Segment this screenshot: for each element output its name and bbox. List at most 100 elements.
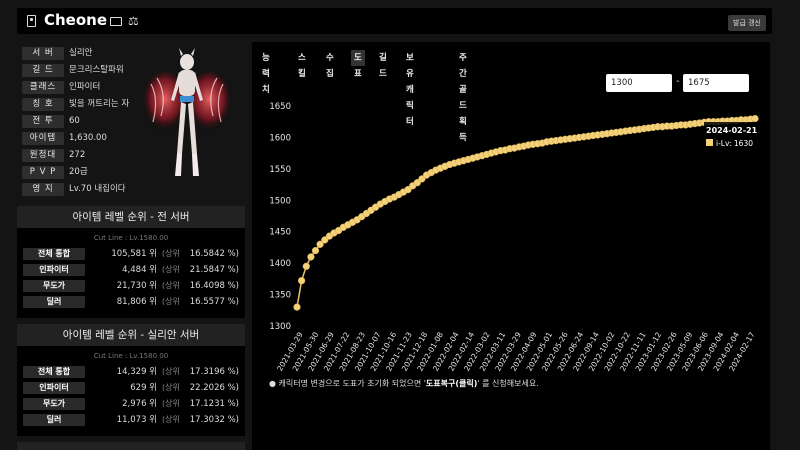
- main-panel: 능력치 스킬 수집 도표 길드 보유 캐릭터 주간골드획득 1300 - 1675 1300…: [252, 42, 770, 450]
- rank-position: 629 위: [130, 383, 157, 393]
- data-point: [297, 277, 306, 285]
- rank-upper-label: (상위: [162, 367, 180, 376]
- profile-value: 문크리스탈파워: [69, 65, 124, 75]
- next-panel-header: [17, 442, 245, 450]
- rank-category: 딜러: [23, 296, 85, 308]
- rank-percent: 16.5842 %): [189, 249, 239, 259]
- rank-row: 무도가 2,976 위 (상위 17.1231 %): [17, 396, 245, 412]
- profile-value: 빛을 꺼트리는 자: [69, 99, 130, 109]
- restore-chart-link[interactable]: 도표복구(클릭): [425, 379, 478, 388]
- rank-upper-label: (상위: [162, 399, 180, 408]
- rank-percent: 17.3032 %): [189, 415, 239, 425]
- tooltip-date: 2024-02-21: [706, 126, 758, 135]
- rank-row: 전체 통합 14,329 위 (상위 17.3196 %): [17, 364, 245, 380]
- rank-title: 아이템 레벨 순위 - 실리안 서버: [17, 324, 245, 346]
- tab-6[interactable]: 주간골드획득: [459, 53, 467, 143]
- rank-category: 전체 통합: [23, 248, 85, 260]
- rank-upper-label: (상위: [162, 415, 180, 424]
- profile-value: 실리안: [69, 48, 93, 58]
- tooltip-value: i-Lv: 1630: [716, 139, 753, 148]
- y-tick-label: 1550: [269, 165, 291, 175]
- data-point: [751, 114, 759, 123]
- tab-2[interactable]: 수집: [326, 53, 334, 79]
- rank-position: 11,073 위: [116, 415, 157, 425]
- rank-position: 2,976 위: [122, 399, 157, 409]
- data-point: [316, 240, 324, 248]
- rank-row: 딜러 11,073 위 (상위 17.3032 %): [17, 412, 245, 428]
- rank-row: 전체 통합 105,581 위 (상위 16.5842 %): [17, 246, 245, 262]
- profile-label: 길 드: [22, 64, 64, 77]
- rank-row: 무도가 21,730 위 (상위 16.4098 %): [17, 278, 245, 294]
- rank-category: 인파이터: [23, 382, 85, 394]
- profile-value: 인파이터: [69, 82, 101, 92]
- rank-panel-all-servers: 아이템 레벨 순위 - 전 서버 Cut Line : Lv.1580.00 전…: [17, 206, 245, 318]
- profile-label: 전 투: [22, 115, 64, 128]
- profile-value: 1,630.00: [69, 133, 107, 143]
- header-bar: Cheone ⚖ 발급 갱신: [17, 8, 772, 34]
- tab-0[interactable]: 능력치: [262, 53, 270, 95]
- data-point: [404, 185, 412, 194]
- rank-category: 인파이터: [23, 264, 85, 276]
- tab-1[interactable]: 스킬: [298, 53, 306, 79]
- range-max-input[interactable]: 1675: [683, 74, 749, 92]
- id-card-icon[interactable]: [110, 17, 122, 26]
- y-tick-label: 1300: [269, 322, 291, 332]
- profile-label: 칭 호: [22, 98, 64, 111]
- rank-position: 81,806 위: [116, 297, 157, 307]
- rank-percent: 21.5847 %): [189, 265, 239, 275]
- profile-label: 서 버: [22, 47, 64, 60]
- y-tick-label: 1650: [269, 102, 291, 112]
- y-tick-label: 1350: [269, 291, 291, 301]
- rank-upper-label: (상위: [162, 383, 180, 392]
- rank-upper-label: (상위: [162, 297, 180, 306]
- rank-category: 딜러: [23, 414, 85, 426]
- y-tick-label: 1500: [269, 196, 291, 206]
- rank-position: 105,581 위: [111, 249, 157, 259]
- rank-row: 인파이터 4,484 위 (상위 21.5847 %): [17, 262, 245, 278]
- data-point: [293, 303, 301, 311]
- profile-label: 아이템: [22, 132, 64, 145]
- y-tick-label: 1400: [269, 259, 291, 269]
- rank-upper-label: (상위: [162, 249, 180, 258]
- rank-upper-label: (상위: [162, 265, 180, 274]
- y-tick-label: 1450: [269, 228, 291, 238]
- update-button[interactable]: 발급 갱신: [728, 15, 766, 31]
- rank-percent: 16.5577 %): [189, 297, 239, 307]
- tab-4[interactable]: 길드: [379, 53, 387, 79]
- tooltip-box: [704, 122, 762, 148]
- tab-5[interactable]: 보유 캐릭터: [406, 53, 414, 127]
- tab-3[interactable]: 도표: [351, 50, 365, 79]
- rank-title: 아이템 레벨 순위 - 전 서버: [17, 206, 245, 228]
- item-level-chart: 130013501400145015001550160016502021-03-…: [269, 102, 762, 372]
- rank-percent: 17.1231 %): [189, 399, 239, 409]
- range-min-input[interactable]: 1300: [606, 74, 672, 92]
- profile-label: 클래스: [22, 81, 64, 94]
- y-tick-label: 1600: [269, 133, 291, 143]
- profile-label: 원정대: [22, 149, 64, 162]
- profile-value: 60: [69, 116, 80, 126]
- tooltip-swatch: [706, 139, 713, 146]
- character-name: Cheone: [44, 11, 108, 29]
- rank-category: 무도가: [23, 280, 85, 292]
- range-separator: -: [676, 76, 680, 87]
- rank-row: 인파이터 629 위 (상위 22.2026 %): [17, 380, 245, 396]
- cutline-text: Cut Line : Lv.1580.00: [93, 234, 169, 242]
- cutline-text: Cut Line : Lv.1580.00: [93, 352, 169, 360]
- rank-percent: 16.4098 %): [189, 281, 239, 291]
- rank-panel-server: 아이템 레벨 순위 - 실리안 서버 Cut Line : Lv.1580.00…: [17, 324, 245, 436]
- rank-position: 14,329 위: [116, 367, 157, 377]
- rank-percent: 22.2026 %): [189, 383, 239, 393]
- scale-icon[interactable]: ⚖: [128, 14, 139, 28]
- character-avatar: [143, 48, 231, 176]
- footnote: ● 캐릭터명 변경으로 도표가 초기화 되었으면 '도표복구(클릭)' 를 신청…: [269, 379, 539, 388]
- data-point: [302, 262, 310, 270]
- profile-value: 20급: [69, 167, 88, 177]
- rank-row: 딜러 81,806 위 (상위 16.5577 %): [17, 294, 245, 310]
- rank-position: 21,730 위: [116, 281, 157, 291]
- data-point: [307, 253, 315, 261]
- rank-position: 4,484 위: [122, 265, 157, 275]
- profile-value: 272: [69, 150, 86, 160]
- rank-category: 전체 통합: [23, 366, 85, 378]
- profile-value: Lv.70 내집이다: [69, 184, 126, 194]
- character-icon: [27, 15, 36, 27]
